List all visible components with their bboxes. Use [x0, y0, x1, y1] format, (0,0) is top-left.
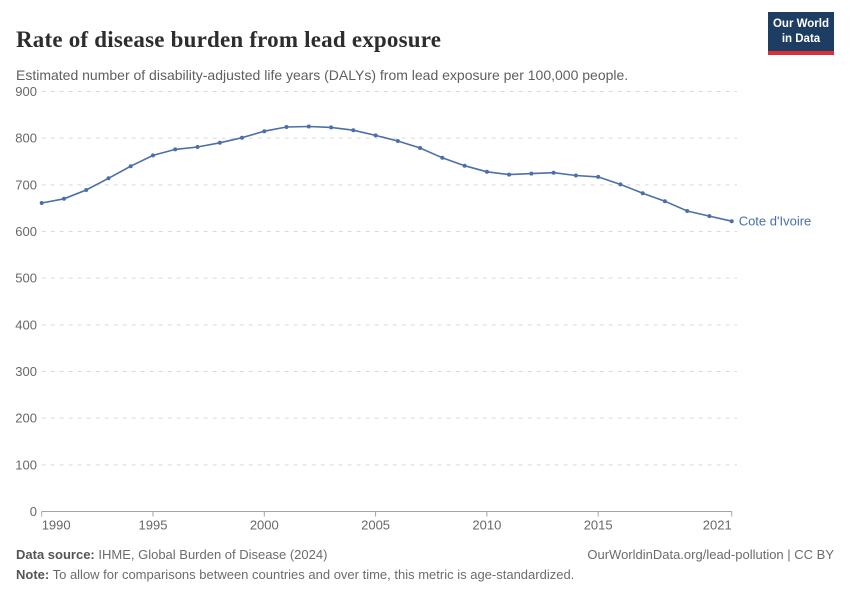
x-axis-tick-label: 1990 — [42, 518, 71, 533]
data-point-marker — [284, 125, 289, 129]
data-point-marker — [306, 124, 311, 129]
y-axis-tick-label: 300 — [15, 364, 37, 379]
data-point-marker — [262, 129, 267, 134]
data-point-marker — [529, 171, 534, 176]
data-point-marker — [640, 191, 645, 196]
y-axis-tick-label: 200 — [15, 411, 37, 426]
y-axis-tick-label: 100 — [15, 457, 37, 472]
y-axis-tick-label: 600 — [15, 224, 37, 239]
data-point-marker — [151, 153, 155, 158]
chart-title: Rate of disease burden from lead exposur… — [16, 27, 442, 53]
y-axis-tick-label: 500 — [15, 271, 37, 286]
data-point-marker — [39, 201, 44, 205]
note-value: To allow for comparisons between countri… — [49, 567, 575, 583]
entity-label: Cote d'Ivoire — [739, 214, 812, 229]
data-point-marker — [240, 135, 244, 140]
data-point-marker — [507, 172, 512, 177]
data-point-marker — [618, 182, 623, 187]
note-text: Note: To allow for comparisons between c… — [16, 567, 574, 582]
data-point-marker — [62, 196, 66, 201]
y-axis-tick-label: 0 — [30, 504, 37, 519]
data-point-marker — [84, 188, 89, 192]
data-series-line — [41, 125, 732, 222]
data-point-marker — [573, 173, 578, 178]
x-axis-tick-label: 2021 — [703, 518, 732, 533]
data-point-marker — [440, 155, 445, 160]
line-chart[interactable]: 0 100 200 300 400 500 600 700 800 900 1990 1995 2000… — [0, 0, 850, 545]
x-axis-tick-label: 2015 — [584, 518, 613, 533]
owid-url-link[interactable]: OurWorldinData.org/lead-pollution | CC B… — [587, 547, 834, 562]
data-source-text: Data source: IHME, Global Burden of Dise… — [16, 545, 327, 565]
data-point-marker — [217, 140, 222, 145]
data-point-marker — [173, 147, 178, 152]
data-point-marker — [373, 133, 378, 138]
data-point-marker — [106, 176, 111, 181]
owid-logo: Our World in Data — [768, 12, 834, 55]
data-point-marker — [351, 128, 356, 133]
data-point-marker — [128, 164, 133, 169]
x-axis-tick-label: 2000 — [250, 518, 279, 533]
data-source-label: Data source: — [16, 547, 95, 562]
data-point-marker — [551, 170, 556, 175]
x-axis-tick-label: 2005 — [361, 518, 390, 533]
y-axis-tick-label: 800 — [15, 131, 37, 146]
data-point-marker — [729, 219, 734, 224]
x-axis-tick-label: 1995 — [139, 518, 168, 533]
data-source-value: IHME, Global Burden of Disease (2024) — [94, 547, 328, 562]
data-point-marker — [418, 146, 423, 150]
data-point-marker — [662, 199, 667, 204]
y-axis-tick-label: 700 — [15, 177, 37, 192]
note-label: Note: — [16, 567, 50, 583]
data-point-marker — [596, 174, 601, 179]
data-point-marker — [685, 209, 690, 213]
chart-footer: Data source: IHME, Global Burden of Dise… — [16, 545, 834, 585]
data-point-marker — [462, 163, 467, 168]
chart-subtitle: Estimated number of disability-adjusted … — [16, 67, 629, 83]
owid-logo-line2: in Data — [781, 32, 821, 45]
data-point-marker — [329, 125, 334, 130]
y-axis-tick-label: 900 — [15, 84, 37, 99]
data-point-marker — [195, 145, 200, 149]
data-point-marker — [707, 214, 712, 219]
data-point-marker — [484, 169, 489, 174]
x-axis-tick-label: 2010 — [472, 518, 501, 533]
data-point-marker — [395, 139, 400, 143]
y-axis-tick-label: 400 — [15, 317, 37, 332]
owid-logo-line1: Our World — [772, 18, 829, 30]
